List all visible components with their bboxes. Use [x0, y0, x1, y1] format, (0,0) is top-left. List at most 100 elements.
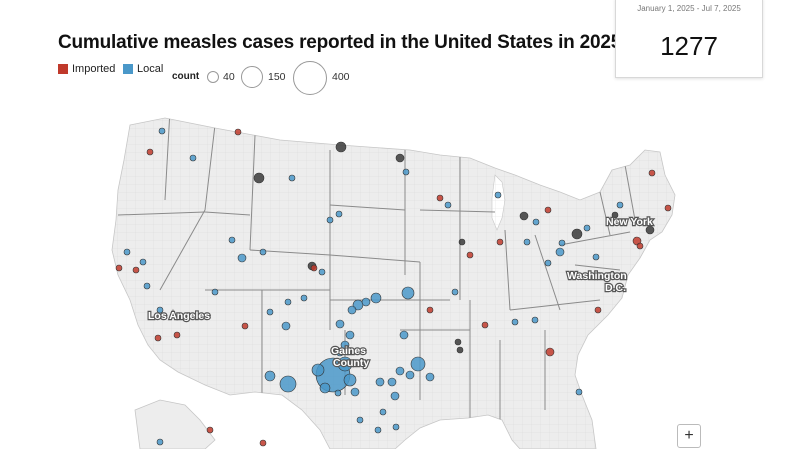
imported-case-bubble[interactable] — [310, 264, 318, 272]
local-case-bubble[interactable] — [340, 340, 350, 350]
local-case-bubble[interactable] — [326, 216, 334, 224]
local-case-bubble[interactable] — [555, 247, 565, 257]
label-dc: D.C. — [605, 282, 626, 294]
local-case-bubble[interactable] — [189, 154, 197, 162]
local-case-bubble[interactable] — [211, 288, 219, 296]
us-map[interactable]: New York Washington D.C. Los Angeles Gai… — [0, 100, 800, 449]
imported-case-bubble[interactable] — [426, 306, 434, 314]
imported-case-bubble[interactable] — [206, 426, 214, 434]
mixed-case-bubble[interactable] — [611, 211, 619, 219]
imported-case-bubble[interactable] — [636, 242, 644, 250]
local-case-bubble[interactable] — [575, 388, 583, 396]
local-case-bubble[interactable] — [523, 238, 531, 246]
local-case-bubble[interactable] — [379, 408, 387, 416]
imported-case-bubble[interactable] — [481, 321, 489, 329]
local-case-bubble[interactable] — [374, 426, 382, 434]
local-case-bubble[interactable] — [356, 416, 364, 424]
local-case-bubble[interactable] — [343, 373, 357, 387]
local-case-bubble[interactable] — [558, 239, 566, 247]
imported-case-bubble[interactable] — [648, 169, 656, 177]
local-case-bubble[interactable] — [279, 375, 297, 393]
mixed-case-bubble[interactable] — [645, 225, 655, 235]
imported-case-bubble[interactable] — [173, 331, 181, 339]
local-case-bubble[interactable] — [288, 174, 296, 182]
imported-case-bubble[interactable] — [132, 266, 140, 274]
local-case-bubble[interactable] — [494, 191, 502, 199]
mixed-case-bubble[interactable] — [456, 346, 464, 354]
imported-case-bubble[interactable] — [594, 306, 602, 314]
local-case-bubble[interactable] — [311, 363, 325, 377]
local-case-bubble[interactable] — [544, 259, 552, 267]
local-case-bubble[interactable] — [143, 282, 151, 290]
local-case-bubble[interactable] — [375, 377, 385, 387]
local-case-bubble[interactable] — [123, 248, 131, 256]
imported-case-bubble[interactable] — [545, 347, 555, 357]
imported-case-bubble[interactable] — [146, 148, 154, 156]
local-case-bubble[interactable] — [390, 391, 400, 401]
local-case-bubble[interactable] — [281, 321, 291, 331]
local-case-bubble[interactable] — [300, 294, 308, 302]
local-case-bubble[interactable] — [319, 382, 331, 394]
local-case-bubble[interactable] — [511, 318, 519, 326]
local-case-bubble[interactable] — [266, 308, 274, 316]
local-case-bubble[interactable] — [335, 347, 345, 357]
local-case-bubble[interactable] — [156, 306, 164, 314]
local-case-bubble[interactable] — [395, 366, 405, 376]
label-los-angeles: Los Angeles — [148, 310, 210, 322]
local-case-bubble[interactable] — [616, 201, 624, 209]
imported-case-bubble[interactable] — [544, 206, 552, 214]
imported-case-bubble[interactable] — [154, 334, 162, 342]
local-case-bubble[interactable] — [444, 201, 452, 209]
local-case-bubble[interactable] — [401, 286, 415, 300]
imported-case-bubble[interactable] — [241, 322, 249, 330]
imported-case-bubble[interactable] — [436, 194, 444, 202]
mixed-case-bubble[interactable] — [335, 141, 347, 153]
local-case-bubble[interactable] — [228, 236, 236, 244]
zoom-in-button[interactable]: + — [677, 424, 701, 448]
local-case-bubble[interactable] — [361, 297, 371, 307]
mixed-case-bubble[interactable] — [253, 172, 265, 184]
local-case-bubble[interactable] — [425, 372, 435, 382]
local-case-bubble[interactable] — [583, 224, 591, 232]
local-case-bubble[interactable] — [335, 210, 343, 218]
local-case-bubble[interactable] — [451, 288, 459, 296]
local-case-bubble[interactable] — [410, 356, 426, 372]
local-case-bubble[interactable] — [237, 253, 247, 263]
imported-case-bubble[interactable] — [115, 264, 123, 272]
legend-local-label: Local — [137, 63, 164, 75]
local-case-bubble[interactable] — [345, 330, 355, 340]
local-case-bubble[interactable] — [284, 298, 292, 306]
local-case-bubble[interactable] — [264, 370, 276, 382]
local-case-bubble[interactable] — [370, 292, 382, 304]
imported-case-bubble[interactable] — [496, 238, 504, 246]
local-case-bubble[interactable] — [532, 218, 540, 226]
local-case-bubble[interactable] — [139, 258, 147, 266]
legend-imported[interactable]: Imported — [58, 63, 115, 75]
local-case-bubble[interactable] — [392, 423, 400, 431]
mixed-case-bubble[interactable] — [519, 211, 529, 221]
local-case-bubble[interactable] — [350, 387, 360, 397]
mixed-case-bubble[interactable] — [395, 153, 405, 163]
local-case-bubble[interactable] — [531, 316, 539, 324]
local-case-bubble[interactable] — [402, 168, 410, 176]
imported-case-bubble[interactable] — [259, 439, 267, 447]
legend-local[interactable]: Local — [123, 63, 163, 75]
local-case-bubble[interactable] — [318, 268, 326, 276]
local-case-bubble[interactable] — [259, 248, 267, 256]
mixed-case-bubble[interactable] — [454, 338, 462, 346]
imported-case-bubble[interactable] — [234, 128, 242, 136]
local-case-bubble[interactable] — [405, 370, 415, 380]
local-case-bubble[interactable] — [158, 127, 166, 135]
local-case-bubble[interactable] — [399, 330, 409, 340]
local-case-bubble[interactable] — [335, 319, 345, 329]
mixed-case-bubble[interactable] — [458, 238, 466, 246]
local-case-bubble[interactable] — [347, 305, 357, 315]
local-case-bubble[interactable] — [387, 377, 397, 387]
local-case-bubble[interactable] — [592, 253, 600, 261]
local-case-bubble[interactable] — [334, 389, 342, 397]
imported-case-bubble[interactable] — [664, 204, 672, 212]
local-case-bubble[interactable] — [337, 356, 353, 372]
mixed-case-bubble[interactable] — [571, 228, 583, 240]
imported-case-bubble[interactable] — [466, 251, 474, 259]
local-case-bubble[interactable] — [156, 438, 164, 446]
